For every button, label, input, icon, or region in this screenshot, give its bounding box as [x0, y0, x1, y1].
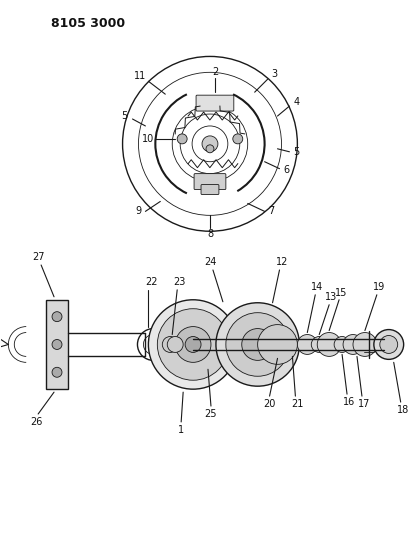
- Circle shape: [380, 336, 398, 353]
- Circle shape: [216, 303, 299, 386]
- Circle shape: [167, 336, 183, 352]
- Circle shape: [148, 300, 238, 389]
- Text: 4: 4: [293, 97, 300, 107]
- Text: 13: 13: [325, 292, 337, 302]
- Text: 17: 17: [358, 399, 370, 409]
- FancyBboxPatch shape: [196, 95, 234, 111]
- Text: 5: 5: [121, 111, 128, 121]
- Circle shape: [162, 336, 178, 352]
- Circle shape: [317, 333, 341, 357]
- Circle shape: [202, 136, 218, 152]
- Circle shape: [258, 325, 298, 365]
- Text: 21: 21: [291, 399, 304, 409]
- Text: 18: 18: [397, 405, 409, 415]
- Circle shape: [298, 335, 317, 354]
- Text: 5: 5: [293, 147, 300, 157]
- Text: 6: 6: [284, 165, 289, 175]
- Circle shape: [157, 309, 229, 380]
- Text: 8105 3000: 8105 3000: [51, 17, 125, 30]
- Text: 3: 3: [272, 69, 277, 79]
- Text: 9: 9: [135, 206, 141, 216]
- Circle shape: [233, 134, 243, 144]
- Bar: [46, 300, 68, 389]
- Text: 23: 23: [173, 277, 185, 287]
- Text: 22: 22: [145, 277, 157, 287]
- Text: 25: 25: [205, 409, 217, 419]
- Text: 14: 14: [311, 282, 323, 292]
- Text: 24: 24: [204, 257, 216, 267]
- Text: 20: 20: [263, 399, 276, 409]
- Circle shape: [374, 329, 404, 359]
- Circle shape: [52, 367, 62, 377]
- Circle shape: [242, 328, 274, 360]
- Text: 2: 2: [212, 67, 218, 77]
- FancyBboxPatch shape: [194, 174, 226, 190]
- Circle shape: [353, 333, 377, 357]
- Circle shape: [185, 336, 201, 352]
- Text: 19: 19: [373, 282, 385, 292]
- Text: 27: 27: [32, 252, 44, 262]
- Text: 11: 11: [134, 71, 147, 82]
- FancyBboxPatch shape: [201, 184, 219, 195]
- Circle shape: [311, 336, 327, 352]
- Text: 15: 15: [335, 288, 347, 298]
- Circle shape: [175, 327, 211, 362]
- Circle shape: [52, 312, 62, 321]
- Text: 8: 8: [207, 229, 213, 239]
- Circle shape: [226, 313, 289, 376]
- Circle shape: [52, 340, 62, 350]
- Circle shape: [177, 134, 187, 144]
- Circle shape: [343, 335, 363, 354]
- Text: 12: 12: [276, 257, 289, 267]
- Text: 1: 1: [178, 425, 184, 435]
- Circle shape: [334, 336, 350, 352]
- Text: 7: 7: [268, 206, 275, 216]
- Text: 10: 10: [142, 134, 155, 144]
- Text: 16: 16: [343, 397, 355, 407]
- Text: 26: 26: [30, 417, 42, 427]
- Circle shape: [206, 145, 214, 153]
